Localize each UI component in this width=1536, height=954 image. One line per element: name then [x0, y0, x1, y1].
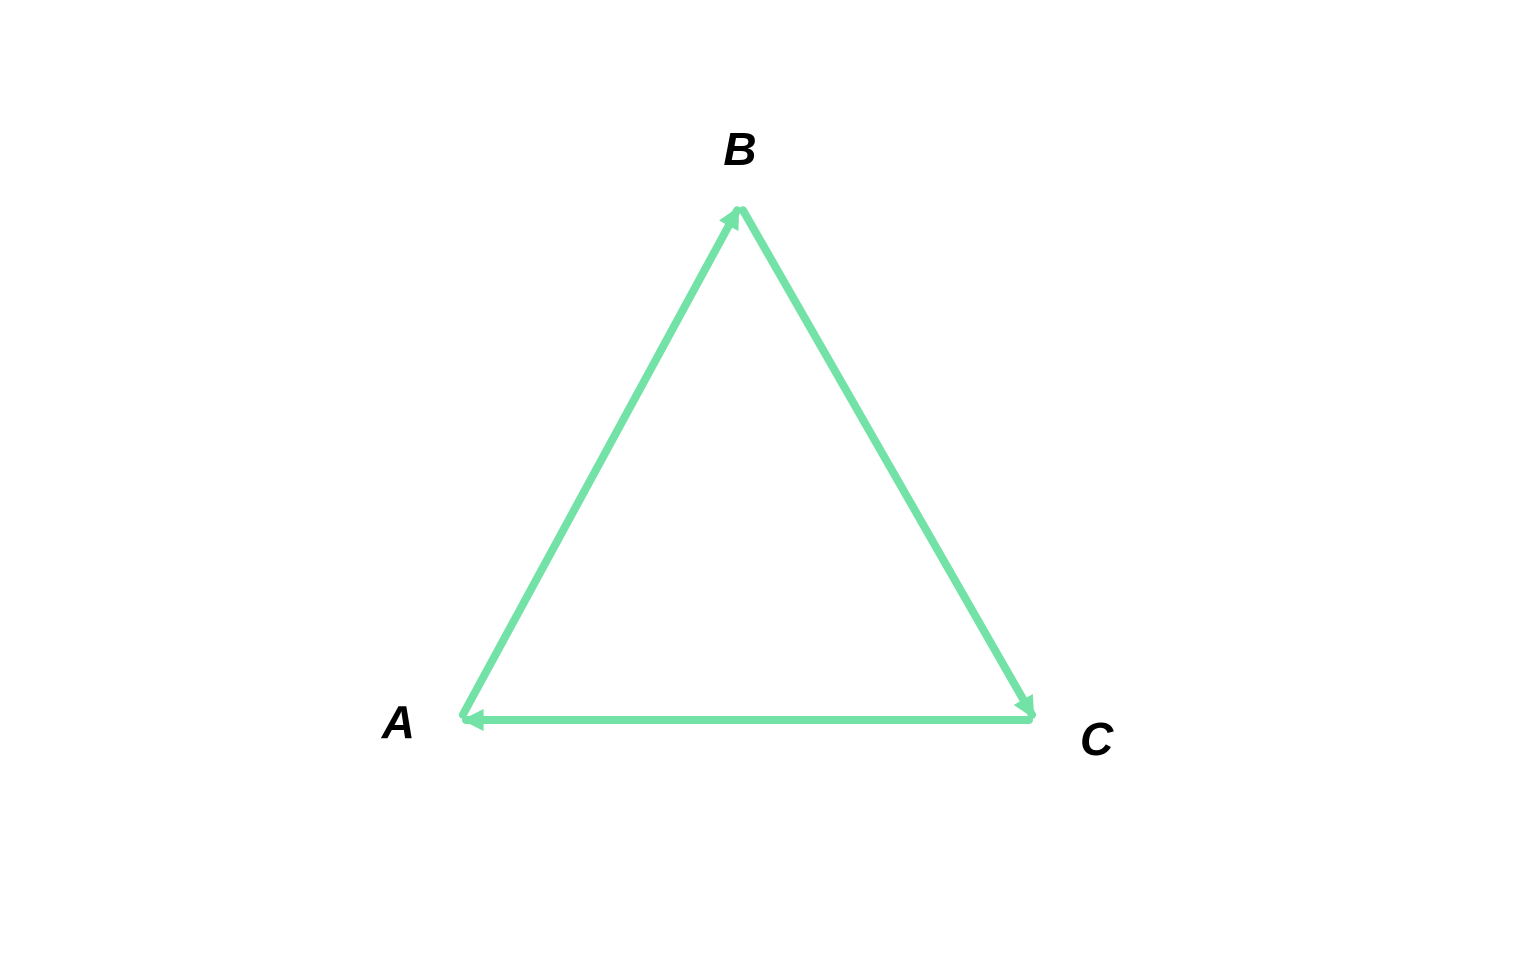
edge-A-B: [463, 210, 737, 714]
edge-B-C: [743, 210, 1032, 715]
vertex-label-C: C: [1080, 713, 1114, 765]
vertex-label-A: A: [381, 696, 415, 748]
vector-triangle-diagram: A B C: [0, 0, 1536, 954]
vertex-label-B: B: [723, 123, 756, 175]
